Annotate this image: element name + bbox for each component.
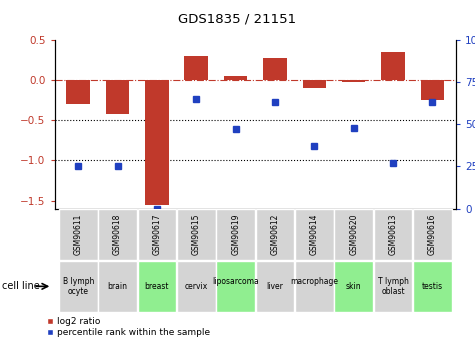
Bar <box>177 261 216 312</box>
Text: liposarcoma: liposarcoma <box>212 277 259 296</box>
Text: GSM90613: GSM90613 <box>389 214 398 255</box>
Text: B lymph
ocyte: B lymph ocyte <box>63 277 94 296</box>
Text: testis: testis <box>422 282 443 291</box>
Text: GDS1835 / 21151: GDS1835 / 21151 <box>179 12 296 25</box>
Text: GSM90618: GSM90618 <box>113 214 122 255</box>
Text: GSM90612: GSM90612 <box>270 214 279 255</box>
Bar <box>66 80 90 104</box>
Bar <box>295 209 333 260</box>
Bar <box>413 261 452 312</box>
Bar <box>420 80 444 100</box>
Bar <box>184 56 208 80</box>
Bar <box>303 80 326 88</box>
Text: GSM90617: GSM90617 <box>152 214 162 255</box>
Bar <box>381 52 405 80</box>
Text: macrophage: macrophage <box>290 277 338 296</box>
Bar <box>224 76 247 80</box>
Text: GSM90614: GSM90614 <box>310 214 319 255</box>
Bar <box>334 209 373 260</box>
Bar <box>256 261 294 312</box>
Text: GSM90616: GSM90616 <box>428 214 437 255</box>
Text: GSM90615: GSM90615 <box>192 214 201 255</box>
Bar <box>342 80 365 82</box>
Bar <box>374 209 412 260</box>
Bar <box>106 80 129 114</box>
Bar <box>217 209 255 260</box>
Bar <box>59 209 97 260</box>
Text: GSM90619: GSM90619 <box>231 214 240 255</box>
Bar <box>295 261 333 312</box>
Text: GSM90620: GSM90620 <box>349 214 358 255</box>
Bar <box>413 209 452 260</box>
Bar <box>217 261 255 312</box>
Text: cell line: cell line <box>2 282 40 291</box>
Bar <box>138 261 176 312</box>
Bar <box>334 261 373 312</box>
Bar <box>138 209 176 260</box>
Text: GSM90611: GSM90611 <box>74 214 83 255</box>
Bar <box>177 209 216 260</box>
Text: cervix: cervix <box>185 282 208 291</box>
Bar <box>263 58 287 80</box>
Legend: log2 ratio, percentile rank within the sample: log2 ratio, percentile rank within the s… <box>43 314 214 341</box>
Text: breast: breast <box>145 282 169 291</box>
Bar <box>59 261 97 312</box>
Text: skin: skin <box>346 282 361 291</box>
Bar <box>374 261 412 312</box>
Bar <box>256 209 294 260</box>
Bar <box>98 209 137 260</box>
Text: liver: liver <box>266 282 284 291</box>
Text: brain: brain <box>107 282 128 291</box>
Text: T lymph
oblast: T lymph oblast <box>378 277 408 296</box>
Bar <box>145 80 169 205</box>
Bar <box>98 261 137 312</box>
